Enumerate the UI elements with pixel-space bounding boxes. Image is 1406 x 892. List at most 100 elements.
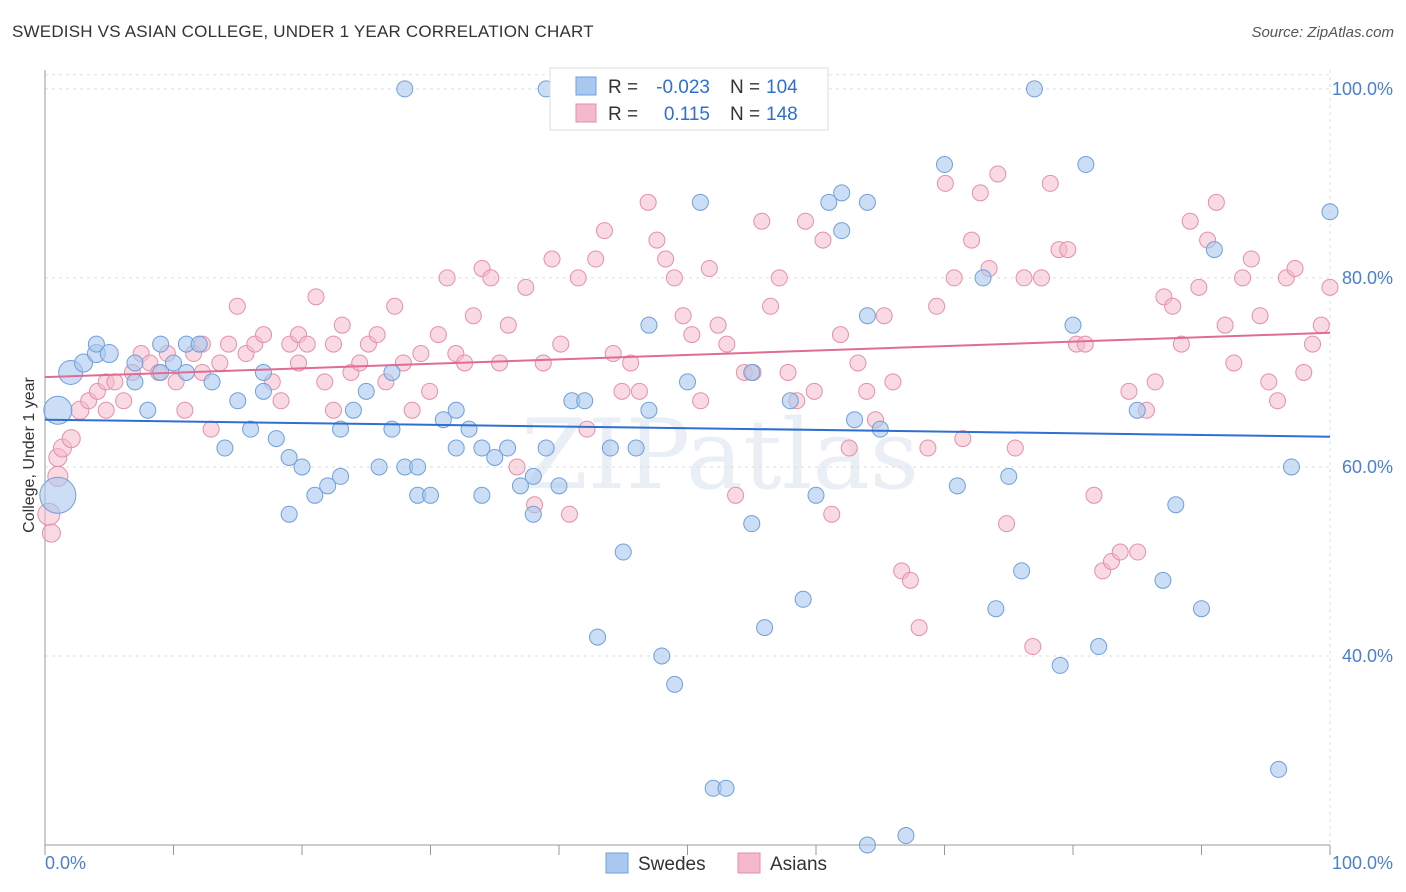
swedes-point — [1064, 316, 1082, 334]
asians-point — [290, 354, 308, 372]
asians-point — [176, 401, 194, 419]
swedes-point — [1205, 241, 1223, 259]
asians-point — [482, 269, 500, 287]
asians-point — [324, 401, 342, 419]
swedes-point — [422, 486, 439, 504]
legend-n-label: N = — [730, 77, 760, 98]
asians-point — [805, 382, 823, 400]
asians-point — [1312, 316, 1330, 334]
swedes-point — [126, 354, 144, 372]
asians-point — [534, 354, 552, 372]
asians-point — [657, 250, 675, 268]
asians-point — [1059, 241, 1077, 259]
asians-point — [928, 297, 946, 315]
asians-point — [1269, 392, 1287, 410]
asians-point — [1015, 269, 1033, 287]
asians-point — [963, 231, 981, 249]
swedes-point — [447, 401, 465, 419]
swedes-point — [858, 193, 876, 211]
asians-point — [421, 382, 439, 400]
swedes-point — [1154, 571, 1172, 589]
swedes-point — [743, 363, 761, 381]
swedes-point — [396, 80, 414, 98]
asians-point — [368, 326, 386, 344]
swedes-point — [254, 363, 272, 381]
asians-point — [272, 392, 290, 410]
asians-point — [464, 307, 482, 325]
asians-point — [814, 231, 832, 249]
swedes-point — [936, 156, 953, 174]
swedes-point — [653, 647, 671, 665]
swedes-point — [601, 439, 619, 457]
asians-point — [989, 165, 1007, 183]
asians-point — [569, 269, 587, 287]
swedes-point — [640, 316, 658, 334]
asians-point — [438, 269, 456, 287]
swedes-point — [858, 307, 876, 325]
swedes-point — [987, 600, 1005, 618]
asians-point — [779, 363, 797, 381]
asians-point — [1120, 382, 1138, 400]
swedes-point — [319, 477, 337, 495]
asians-trend-line — [44, 331, 1331, 379]
asians-point — [613, 382, 631, 400]
asians-point — [220, 335, 238, 353]
swedes-point — [524, 505, 542, 523]
axes — [44, 70, 1331, 855]
asians-point — [41, 523, 61, 543]
legend-n-label: N = — [730, 104, 760, 125]
asians-point — [412, 345, 430, 363]
asians-point — [578, 420, 596, 438]
gridlines — [45, 70, 1331, 845]
swedes-point — [306, 486, 324, 504]
y-tick-label: 100.0% — [1332, 79, 1393, 99]
swedes-point — [190, 335, 208, 353]
legend-r-label: R = — [608, 77, 638, 98]
asians-point — [849, 354, 867, 372]
swedes-point — [1128, 401, 1146, 419]
swedes-point — [858, 836, 876, 854]
asians-point — [324, 335, 342, 353]
asians-point — [228, 297, 246, 315]
swedes-point — [1321, 203, 1339, 221]
swedes-point — [1193, 600, 1210, 618]
swedes-point — [614, 543, 632, 561]
swedes-point — [280, 449, 298, 466]
swedes-point — [974, 269, 992, 287]
swedes-point — [511, 477, 529, 495]
swedes-point — [871, 420, 889, 438]
asians-point — [1172, 335, 1190, 353]
swedes-point — [576, 392, 594, 410]
asians-point — [202, 420, 220, 438]
asians-point — [394, 354, 412, 372]
asians-point — [543, 250, 561, 268]
asians-point — [1251, 307, 1269, 325]
swedes-point — [807, 486, 825, 504]
asians-point — [560, 505, 578, 523]
swedes-point — [344, 401, 362, 419]
swedes-point — [216, 439, 234, 457]
swedes-point — [1025, 80, 1043, 98]
asians-point — [875, 307, 893, 325]
swedes-point — [820, 193, 838, 211]
swedes-point — [332, 420, 350, 438]
legend-swatch-swedes — [575, 76, 597, 96]
swedes-point — [152, 335, 170, 353]
asians-point — [1295, 363, 1313, 381]
asians-point — [386, 297, 404, 315]
asians-point — [770, 269, 788, 287]
swedes-point — [537, 439, 555, 457]
asians-point — [700, 259, 718, 277]
swedes-point — [242, 420, 260, 438]
bottom-legend-asians: Asians — [770, 854, 827, 875]
series-asians-points — [37, 165, 1339, 656]
asians-point — [552, 335, 570, 353]
swedes-point — [627, 439, 645, 457]
swedes-point — [717, 779, 735, 797]
asians-point — [508, 458, 526, 476]
legend-asians-r: 0.115 — [664, 104, 710, 125]
swedes-point — [99, 344, 119, 364]
swedes-point — [447, 439, 465, 457]
asians-point — [587, 250, 605, 268]
bottom-legend-swatch-swedes — [605, 852, 629, 874]
